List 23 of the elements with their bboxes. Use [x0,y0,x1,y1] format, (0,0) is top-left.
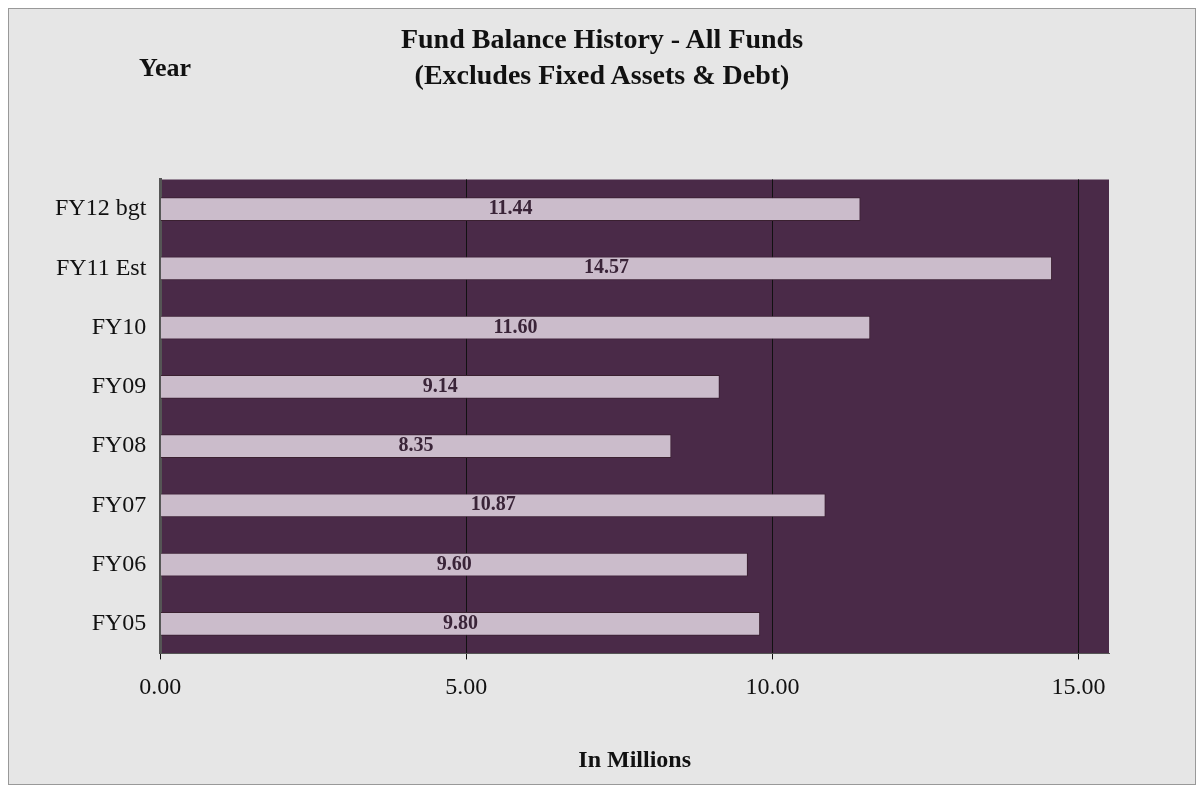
x-tick-label: 5.00 [445,673,488,700]
data-label: 9.60 [436,551,472,574]
x-tick-label: 15.00 [1051,673,1106,700]
y-tick-label: FY10 [91,312,147,339]
y-tick-label: FY12 bgt [54,194,147,221]
data-label: 14.57 [583,255,629,278]
data-label: 11.60 [493,314,538,337]
data-label: 8.35 [398,433,434,456]
data-label: 9.14 [422,373,458,396]
data-label: 10.87 [470,492,516,515]
data-label: 11.44 [488,196,533,219]
y-tick-label: FY08 [91,431,147,458]
y-tick-label: FY07 [91,490,147,517]
x-tick-label: 0.00 [139,673,182,700]
y-tick-label: FY11 Est [55,253,147,280]
y-tick-label: FY06 [91,549,147,576]
y-tick-label: FY09 [91,372,147,399]
y-axis-title: Year [139,53,191,83]
x-axis-title: In Millions [578,745,692,772]
chart-title: Fund Balance History - All Funds (Excludes Fixed Assets & Debt) [400,23,804,90]
data-label: 9.80 [442,610,478,633]
y-tick-label: FY05 [91,609,147,636]
x-tick-label: 10.00 [745,673,800,700]
